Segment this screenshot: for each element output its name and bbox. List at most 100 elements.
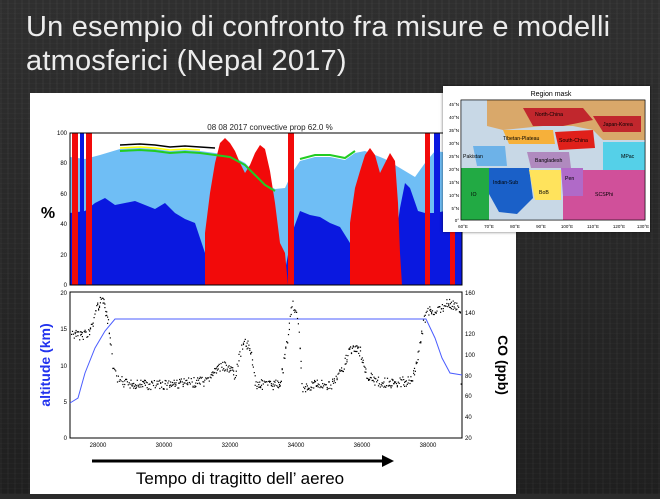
co-point: [291, 306, 293, 308]
co-point: [453, 303, 455, 305]
co-point: [119, 379, 121, 381]
lat-tick: 0°: [455, 218, 460, 223]
co-point: [286, 341, 288, 343]
co-point: [97, 302, 99, 304]
co-point: [259, 386, 261, 388]
co-point: [315, 385, 317, 387]
co-point: [358, 346, 360, 348]
co-point: [83, 330, 85, 333]
co-point: [391, 378, 393, 380]
co-point: [316, 385, 318, 387]
co-point: [151, 380, 153, 382]
co-point: [428, 314, 430, 316]
co-point: [132, 385, 134, 387]
co-point: [385, 386, 387, 388]
co-point: [233, 378, 236, 380]
altitude-ylabel: altitude (km): [37, 323, 53, 406]
top-ytick: 80: [60, 161, 67, 167]
co-point: [436, 310, 438, 312]
time-arrow-head: [382, 455, 394, 467]
co-point: [109, 343, 111, 345]
co-point: [187, 382, 189, 384]
co-point: [430, 308, 432, 311]
co-point: [161, 381, 164, 383]
co-point: [348, 348, 350, 350]
region-scsphi: [563, 170, 645, 220]
co-point: [247, 347, 249, 349]
co-point: [298, 331, 300, 333]
co-point: [383, 386, 385, 388]
co-point: [349, 348, 351, 350]
co-point: [322, 383, 324, 385]
co-point: [365, 368, 367, 370]
co-point: [341, 367, 343, 369]
blue-area: [70, 183, 462, 285]
co-point: [314, 381, 316, 383]
co-point: [335, 375, 337, 377]
co-point: [332, 382, 335, 384]
co-point: [116, 375, 118, 377]
co-point: [197, 379, 200, 381]
co-point: [413, 370, 415, 372]
co-point: [97, 303, 99, 306]
co-point: [140, 386, 142, 388]
co-point: [387, 385, 389, 387]
co-point: [331, 388, 333, 390]
co-point: [443, 305, 445, 307]
co-point: [154, 387, 156, 389]
co-point: [174, 383, 176, 385]
co-point: [395, 383, 398, 385]
co-point: [143, 381, 145, 383]
co-point: [296, 317, 299, 320]
co-point: [224, 370, 226, 372]
co-point: [183, 382, 185, 384]
co-point: [415, 363, 417, 365]
co-point: [152, 382, 154, 384]
co-point: [390, 385, 392, 387]
co-point: [326, 388, 328, 391]
co-point: [359, 355, 361, 357]
co-point: [99, 302, 101, 304]
co-point: [344, 357, 346, 359]
co-point: [270, 383, 272, 385]
region-io: [461, 168, 489, 220]
co-point: [171, 384, 173, 386]
co-point: [395, 381, 397, 383]
co-point: [256, 385, 258, 387]
co-point: [278, 381, 280, 384]
label-south-china: South-China: [559, 138, 588, 144]
co-point: [398, 382, 400, 384]
co-point: [368, 378, 371, 380]
top-ylabel: %: [41, 205, 55, 222]
co-point: [146, 382, 148, 384]
co-point: [314, 381, 317, 383]
co-point: [81, 336, 83, 338]
co-point: [375, 378, 377, 380]
co-point: [229, 370, 231, 372]
co-point: [310, 386, 312, 388]
co-point: [261, 388, 263, 390]
label-pakistan: Pakistan: [463, 154, 483, 160]
co-point: [427, 307, 429, 310]
co-point: [75, 335, 77, 337]
co-point: [394, 381, 396, 383]
co-point: [167, 382, 169, 384]
co-point: [113, 367, 115, 369]
top-fringe-green-2: [299, 150, 356, 160]
co-point: [179, 381, 182, 383]
red-stripe-left: [72, 133, 78, 285]
co-point: [454, 302, 456, 304]
co-point: [404, 380, 407, 383]
co-point: [101, 297, 103, 299]
region-south-china: [555, 130, 595, 150]
co-point: [279, 385, 281, 387]
co-point: [410, 376, 412, 378]
co-point: [384, 385, 386, 387]
lon-tick: 120°E: [613, 224, 625, 229]
co-point: [188, 377, 190, 379]
co-point: [448, 304, 450, 306]
label-io: IO: [471, 192, 476, 198]
co-point: [440, 308, 443, 310]
red-stripe-left-2: [86, 133, 92, 285]
co-point: [255, 381, 257, 383]
